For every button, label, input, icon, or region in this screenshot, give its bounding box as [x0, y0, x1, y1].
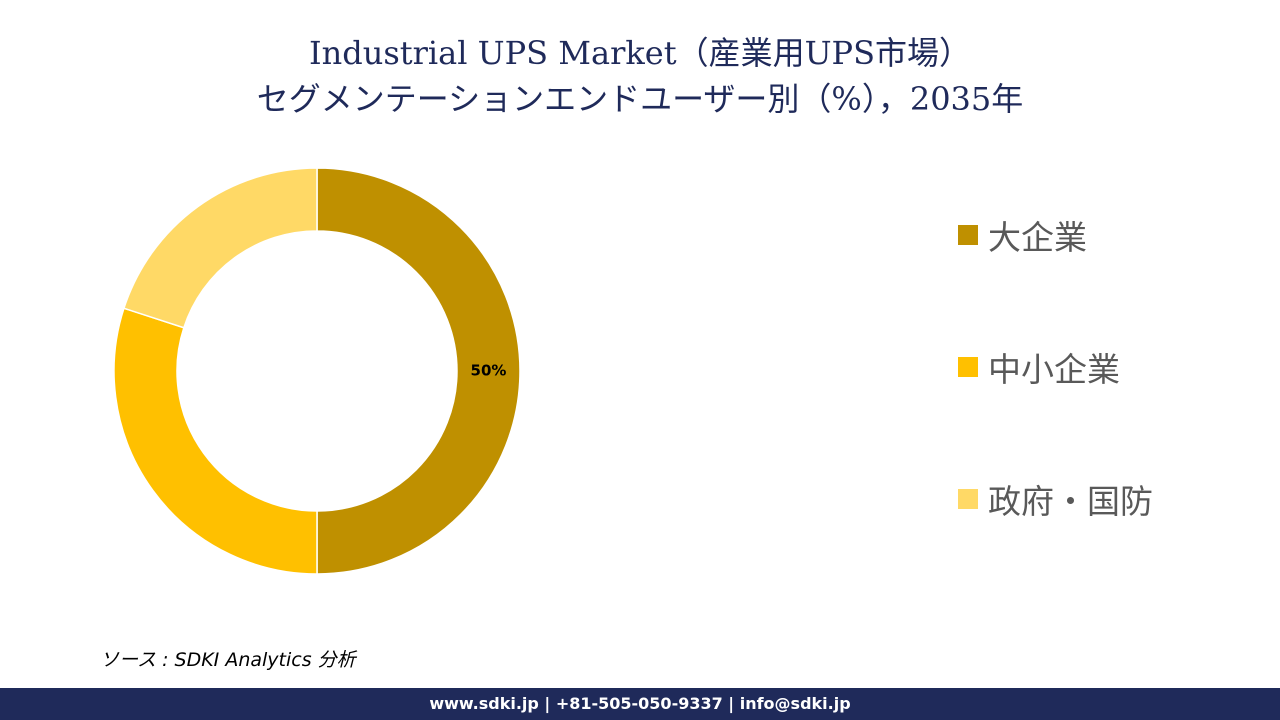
legend-label: 中小企業: [988, 350, 1120, 389]
donut-slice-2: [113, 307, 318, 575]
donut-slice-1: [316, 167, 521, 575]
chart-title-line1: Industrial UPS Market（産業用UPS市場）: [309, 34, 971, 72]
data-label-slice-1: 50%: [471, 362, 507, 380]
donut-slice-3: [122, 167, 318, 329]
chart-title: Industrial UPS Market（産業用UPS市場） セグメンテーショ…: [0, 30, 1280, 122]
donut-chart: 50%: [113, 167, 521, 575]
legend-label: 政府・国防: [988, 482, 1153, 521]
legend-item-sme: 中小企業: [958, 342, 1120, 392]
legend-swatch: [958, 225, 978, 245]
source-note: ソース : SDKI Analytics 分析: [100, 649, 356, 671]
legend-item-large-enterprise: 大企業: [958, 210, 1087, 260]
footer-contact-bar: www.sdki.jp | +81-505-050-9337 | info@sd…: [0, 688, 1280, 720]
legend-item-government-defense: 政府・国防: [958, 474, 1153, 524]
legend-label: 大企業: [988, 218, 1087, 257]
chart-title-line2: セグメンテーションエンドユーザー別（%），2035年: [256, 80, 1024, 118]
legend-swatch: [958, 489, 978, 509]
legend-swatch: [958, 357, 978, 377]
